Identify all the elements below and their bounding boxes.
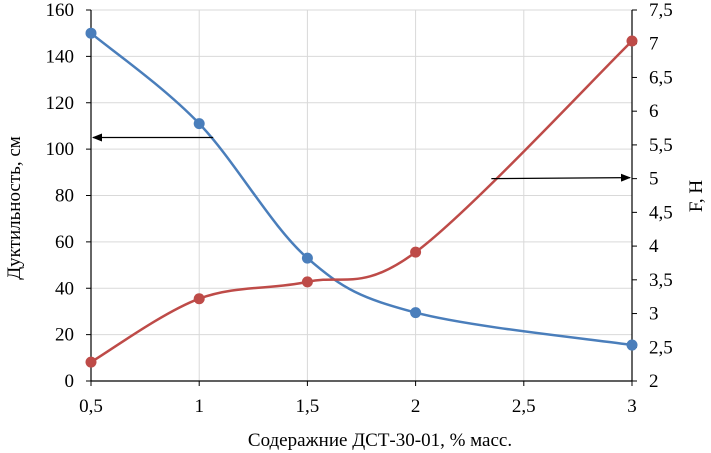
x-tick-label: 0,5 — [79, 396, 103, 417]
data-point-ductility — [85, 27, 97, 39]
y2-tick-label: 4,5 — [649, 202, 673, 223]
data-point-force — [193, 293, 205, 305]
y2-tick-labels: 2 2,5 3 3,5 4 4,5 5 5,5 6 6,5 7 7,5 — [649, 0, 673, 392]
data-point-ductility — [301, 252, 313, 264]
arrow-to-right-axis — [491, 173, 631, 182]
data-point-ductility — [410, 307, 422, 319]
y2-tick-label: 2 — [649, 371, 659, 392]
y2-axis-title: F, Н — [686, 180, 707, 213]
y-tick-labels: 0 20 40 60 80 100 120 140 160 — [46, 0, 75, 392]
y-tick-label: 80 — [55, 186, 74, 207]
y-tick-label: 20 — [55, 325, 74, 346]
y2-tick-label: 2,5 — [649, 337, 673, 358]
series-line-force — [90, 40, 633, 364]
y-tick-label: 120 — [46, 93, 75, 114]
data-point-force — [301, 276, 313, 288]
y2-tick-label: 4 — [649, 236, 659, 257]
y-tick-label: 100 — [46, 139, 75, 160]
x-tick-label: 1 — [194, 396, 204, 417]
x-tick-label: 1,5 — [296, 396, 320, 417]
x-tick-labels: 0,5 1 1,5 2 2,5 3 — [79, 396, 637, 417]
data-point-ductility — [626, 339, 638, 351]
x-tick-label: 2,5 — [512, 396, 536, 417]
data-point-force — [626, 35, 638, 47]
x-axis-title: Содеражние ДСТ-30-01, % масс. — [248, 430, 512, 451]
x-tick-label: 2 — [411, 396, 421, 417]
y-tick-label: 0 — [65, 371, 75, 392]
y2-tick-label: 6 — [649, 101, 659, 122]
y-tick-label: 160 — [46, 0, 75, 21]
y2-tick-label: 7 — [649, 34, 659, 55]
data-point-force — [85, 356, 97, 368]
y-tick-label: 60 — [55, 232, 74, 253]
y2-tick-label: 3,5 — [649, 270, 673, 291]
y-tick-label: 40 — [55, 278, 74, 299]
x-tick-label: 3 — [627, 396, 637, 417]
y-tick-label: 140 — [46, 46, 75, 67]
data-point-force — [410, 246, 422, 258]
data-point-ductility — [193, 118, 205, 130]
y2-tick-label: 5,5 — [649, 135, 673, 156]
y2-tick-label: 3 — [649, 304, 659, 325]
y-axis-title: Дуктильность, см — [4, 136, 25, 280]
annotations — [92, 133, 631, 182]
y2-tick-label: 7,5 — [649, 0, 673, 21]
y2-tick-label: 5 — [649, 169, 659, 190]
y2-tick-label: 6,5 — [649, 67, 673, 88]
series-group — [85, 27, 638, 368]
